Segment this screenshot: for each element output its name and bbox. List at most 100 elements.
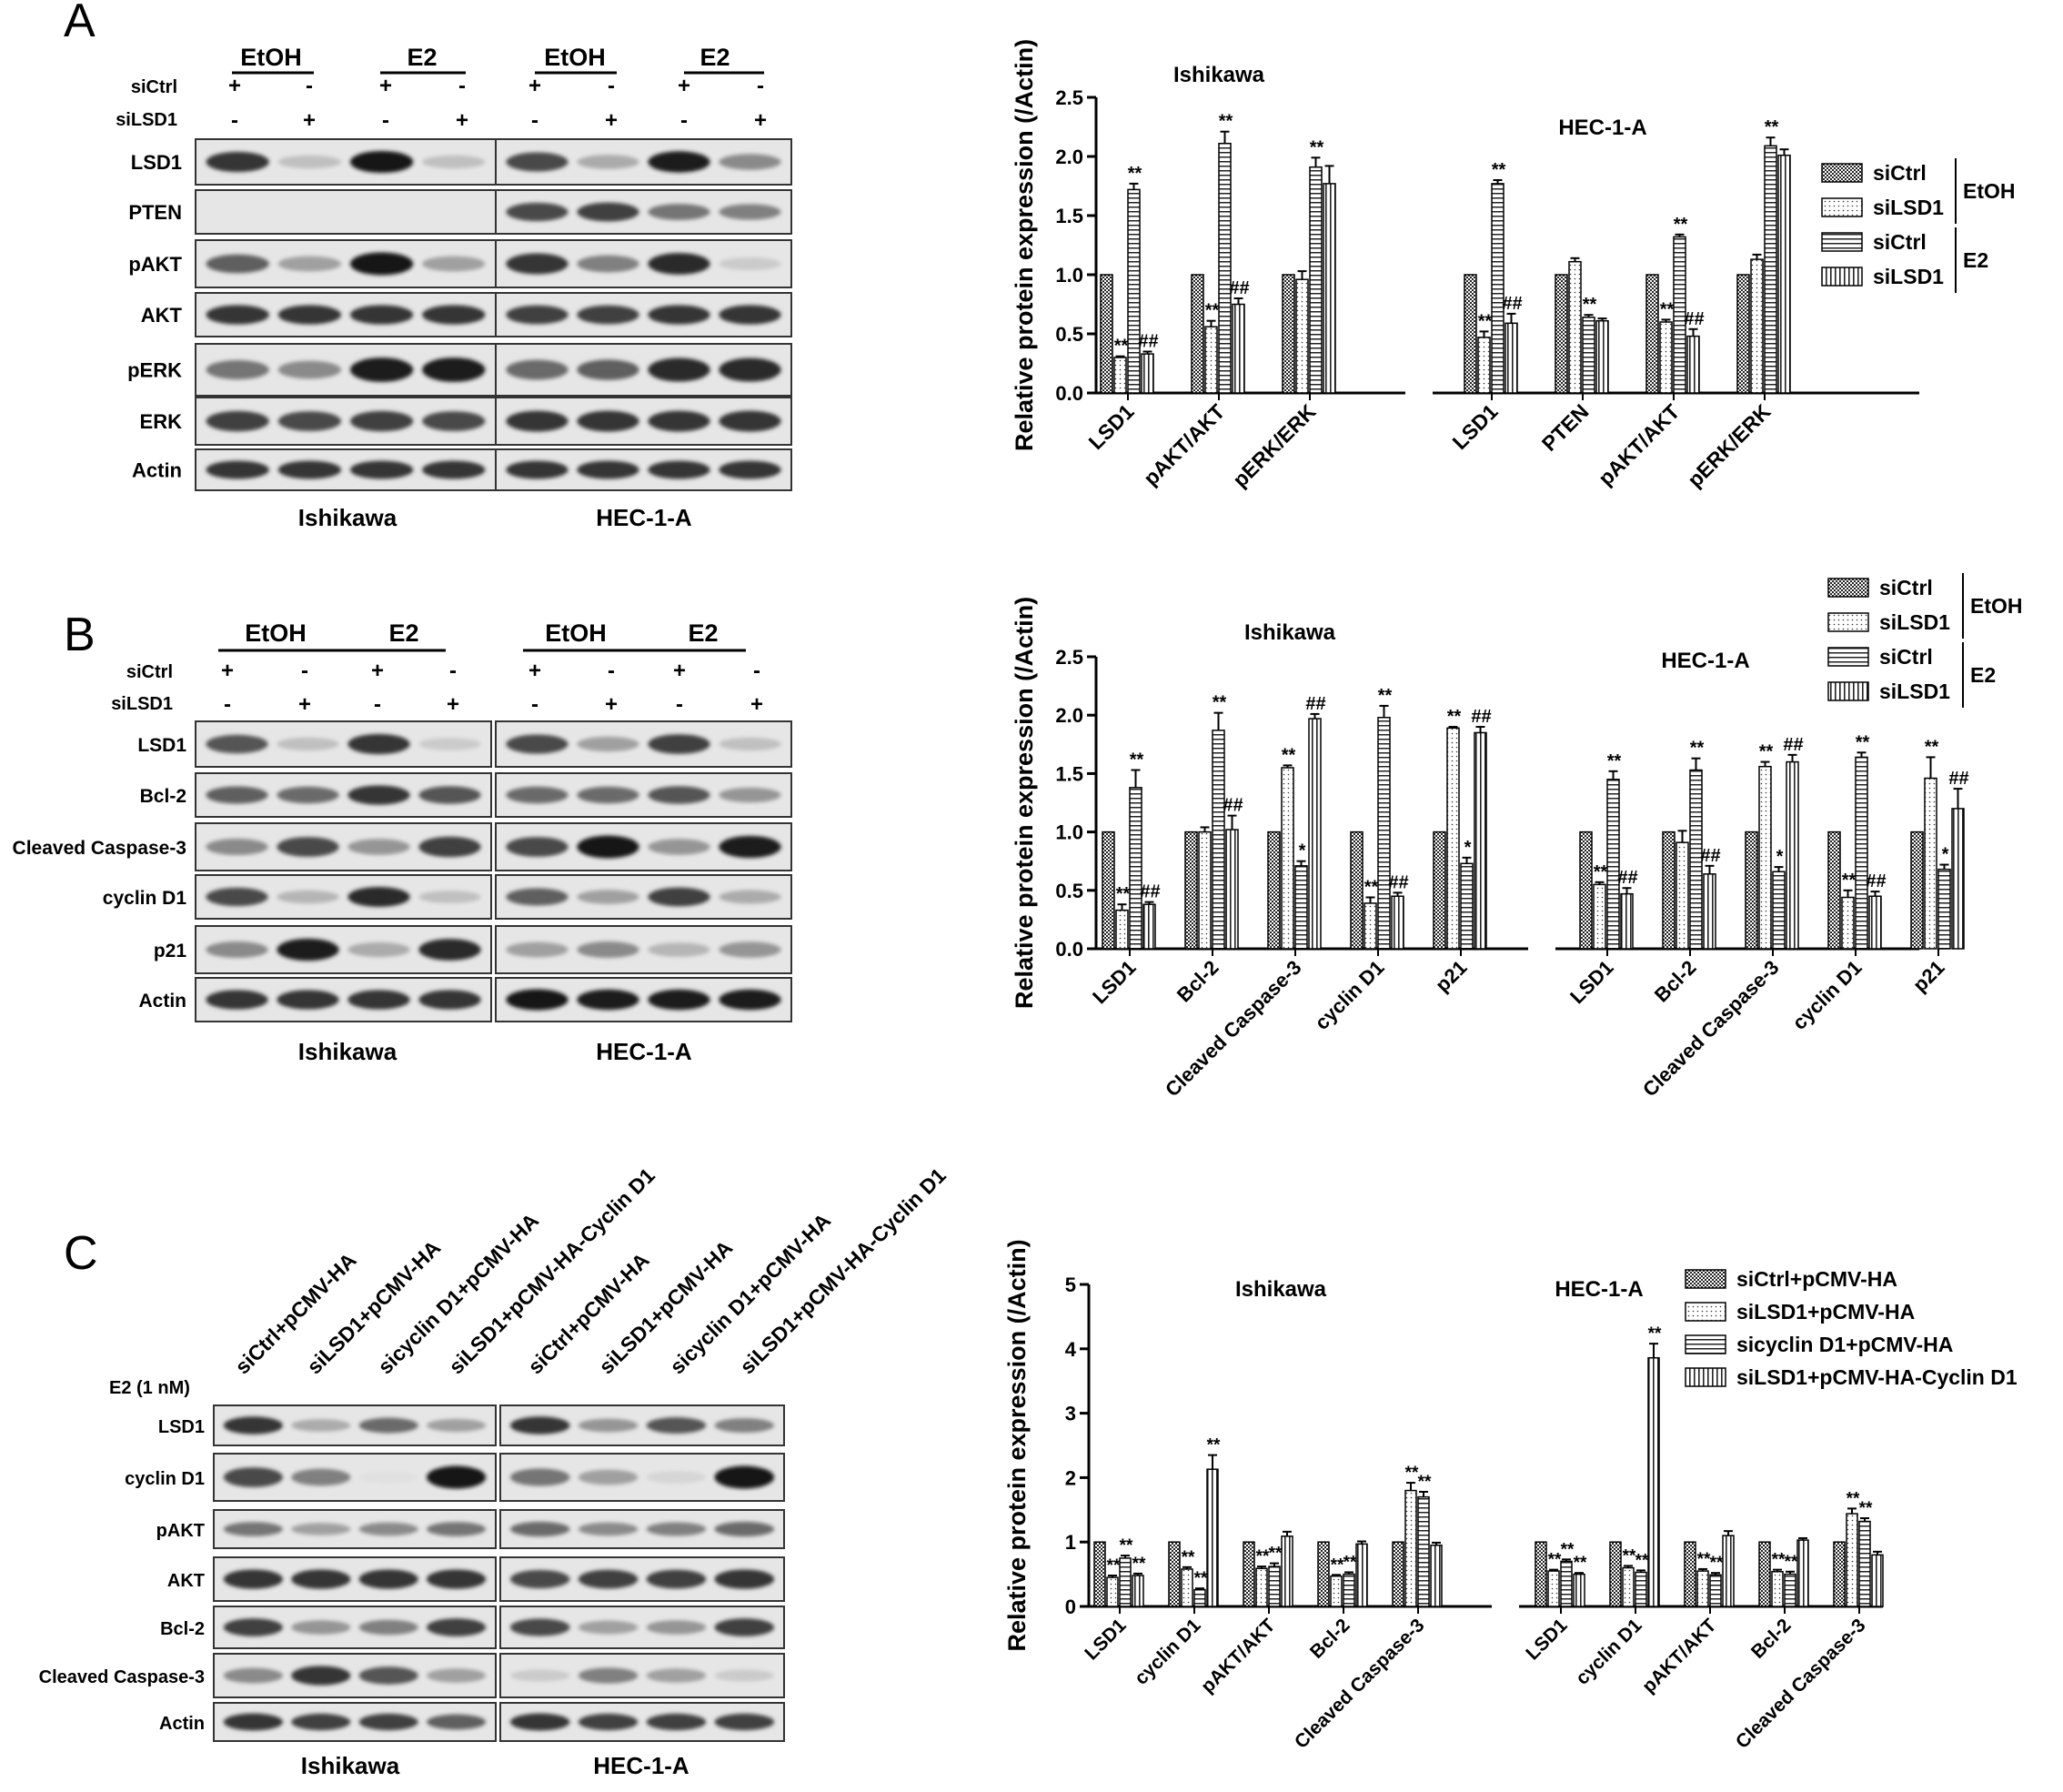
x-tick-label: pAKT/AKT: [1594, 399, 1685, 490]
bar: [1282, 274, 1295, 394]
protein-band: [648, 460, 710, 479]
blot-strip: [495, 239, 792, 288]
protein-band: [277, 837, 339, 857]
protein-band: [347, 733, 410, 755]
bar: [1535, 1541, 1547, 1607]
group-title: Ishikawa: [1173, 63, 1265, 87]
significance-mark: **: [1856, 732, 1870, 752]
sign-mark: +: [528, 659, 541, 683]
row-label-sictrl: siCtrl: [131, 77, 177, 97]
protein-label: Cleaved Caspase-3: [39, 1667, 205, 1687]
bar: [1784, 1573, 1796, 1607]
protein-band: [349, 357, 414, 382]
protein-band: [277, 360, 342, 379]
protein-band: [427, 1668, 487, 1683]
protein-band: [648, 410, 710, 432]
bar: [1267, 831, 1281, 950]
sign-mark: -: [753, 659, 760, 683]
blot-strip: [213, 1653, 497, 1698]
sign-mark: -: [676, 692, 683, 717]
protein-band: [277, 411, 342, 431]
protein-band: [509, 1416, 570, 1435]
protein-band: [206, 786, 268, 804]
lane-label: siCtrl+pCMV-HA: [230, 1248, 361, 1379]
blot-strip: [499, 1606, 785, 1649]
bar: [1433, 831, 1446, 950]
protein-band: [646, 1620, 707, 1635]
protein-band: [206, 941, 268, 959]
bar: [1696, 1570, 1709, 1607]
bar: [1491, 183, 1504, 394]
bar: [1841, 896, 1855, 950]
bar: [1833, 1541, 1846, 1607]
blot-strip: [495, 397, 792, 446]
bar: [1858, 1520, 1871, 1607]
x-tick-label: Cleaved Caspase-3: [1291, 1615, 1429, 1753]
protein-band: [291, 1523, 351, 1535]
bar: [1635, 1571, 1647, 1607]
legend: siCtrl+pCMV-HA siLSD1+pCMV-HA sicyclin D1+…: [1685, 1267, 2018, 1389]
sign-mark: +: [447, 692, 459, 717]
significance-mark: **: [1594, 862, 1608, 882]
bar: [1355, 1543, 1368, 1607]
protein-label: pAKT: [128, 253, 182, 276]
legend-swatch: [1827, 681, 1869, 701]
legend-label: siLSD1+pCMV-HA: [1736, 1300, 1915, 1324]
y-tick-label: 2: [1065, 1466, 1076, 1489]
protein-band: [418, 836, 481, 858]
y-tick-label: 5: [1065, 1274, 1076, 1296]
legend-label: siLSD1+pCMV-HA-Cyclin D1: [1736, 1365, 2018, 1389]
bar: [1796, 1539, 1809, 1607]
legend-swatch: [1827, 647, 1869, 667]
protein-label: cyclin D1: [103, 888, 187, 909]
protein-band: [506, 305, 569, 325]
bar: [1622, 1566, 1635, 1607]
significance-mark: **: [1116, 884, 1131, 904]
legend-swatch: [1685, 1269, 1726, 1289]
protein-band: [277, 305, 342, 325]
protein-band: [349, 460, 414, 479]
bar: [1477, 337, 1491, 394]
y-axis-label: Relative protein expression (/Actin): [1011, 597, 1038, 1009]
legend: siCtrl siLSD1 siCtrl siLSD1 EtOH E2: [1821, 158, 2016, 293]
y-tick-label: 2.0: [1055, 704, 1083, 727]
legend-label: siCtrl+pCMV-HA: [1736, 1267, 1897, 1291]
bar: [1855, 756, 1868, 950]
protein-band: [714, 1521, 775, 1537]
protein-band: [578, 1667, 639, 1684]
legend-label: siLSD1: [1879, 680, 1950, 703]
bar: [1736, 274, 1750, 394]
blot-strip: [495, 977, 792, 1022]
protein-band: [648, 204, 710, 220]
x-tick-label: cyclin D1: [1572, 1615, 1646, 1689]
significance-mark: **: [1182, 1548, 1195, 1567]
protein-band: [577, 202, 639, 222]
sign-mark: -: [224, 692, 231, 717]
protein-band: [648, 253, 710, 275]
protein-band: [577, 941, 639, 959]
protein-band: [648, 786, 710, 804]
y-tick-label: 2.5: [1055, 646, 1083, 669]
protein-band: [223, 1569, 283, 1589]
significance-mark: ##: [1138, 332, 1158, 352]
x-tick-label: Cleaved Caspase-3: [1161, 956, 1305, 1101]
protein-band: [277, 737, 339, 751]
significance-mark: ##: [1700, 846, 1720, 866]
protein-band: [719, 305, 781, 325]
significance-mark: **: [1343, 1553, 1357, 1572]
protein-band: [577, 989, 639, 1011]
protein-band: [422, 411, 486, 431]
significance-mark: **: [1269, 1545, 1283, 1564]
treat-label-e2-ishikawa: E2: [388, 619, 418, 647]
legend-label: siLSD1: [1879, 610, 1950, 634]
protein-band: [719, 204, 781, 220]
bar: [1593, 883, 1606, 950]
protein-band: [418, 891, 481, 903]
legend-swatch: [1685, 1367, 1726, 1387]
protein-label: LSD1: [158, 1417, 205, 1437]
significance-mark: **: [1574, 1554, 1587, 1573]
blot-strip: [495, 925, 792, 974]
protein-band: [578, 1713, 639, 1731]
significance-mark: **: [1492, 160, 1506, 180]
blot-b: EtOH E2 EtOH E2 siCtrl siLSD1 + - + - + - + -- +…: [13, 619, 792, 1065]
